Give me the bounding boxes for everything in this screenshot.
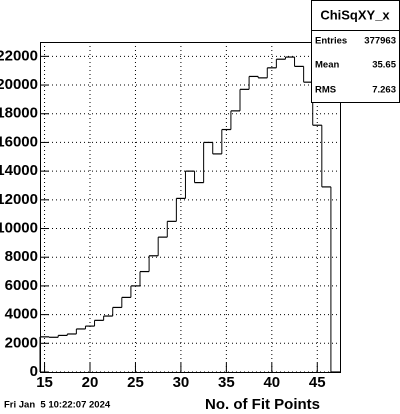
y-tick-label: 14000 bbox=[0, 162, 38, 179]
x-tick-label: 35 bbox=[218, 374, 235, 391]
y-tick-label: 10000 bbox=[0, 219, 38, 236]
x-tick-label: 15 bbox=[36, 374, 53, 391]
stats-value: 7.263 bbox=[372, 85, 396, 96]
stats-label: Mean bbox=[315, 60, 339, 71]
stats-title: ChiSqXY_x bbox=[320, 7, 390, 22]
stats-label: RMS bbox=[315, 85, 336, 96]
x-tick-label: 40 bbox=[263, 374, 280, 391]
y-tick-label: 22000 bbox=[0, 47, 38, 64]
y-tick-label: 16000 bbox=[0, 133, 38, 150]
y-tick-label: 18000 bbox=[0, 105, 38, 122]
stats-value: 377963 bbox=[364, 36, 396, 47]
y-tick-label: 20000 bbox=[0, 76, 38, 93]
y-tick-label: 4000 bbox=[5, 306, 38, 323]
y-tick-label: 6000 bbox=[5, 277, 38, 294]
y-tick-label: 12000 bbox=[0, 191, 38, 208]
plot-border bbox=[40, 42, 341, 373]
stats-label: Entries bbox=[315, 36, 347, 47]
stats-box: ChiSqXY_x Entries 377963 Mean 35.65 RMS … bbox=[311, 0, 400, 103]
x-tick-label: 20 bbox=[82, 374, 99, 391]
datestamp: Fri Jan 5 10:22:07 2024 bbox=[4, 400, 111, 411]
x-axis-label: No. of Fit Points bbox=[205, 396, 320, 413]
plot-frame bbox=[40, 42, 341, 373]
x-tick-label: 25 bbox=[127, 374, 144, 391]
stats-value: 35.65 bbox=[372, 60, 396, 71]
y-tick-label: 2000 bbox=[5, 334, 38, 351]
y-tick-label: 0 bbox=[30, 363, 38, 380]
stats-frame bbox=[311, 0, 400, 103]
x-tick-label: 45 bbox=[309, 374, 326, 391]
x-tick-label: 30 bbox=[173, 374, 190, 391]
y-tick-label: 8000 bbox=[5, 248, 38, 265]
